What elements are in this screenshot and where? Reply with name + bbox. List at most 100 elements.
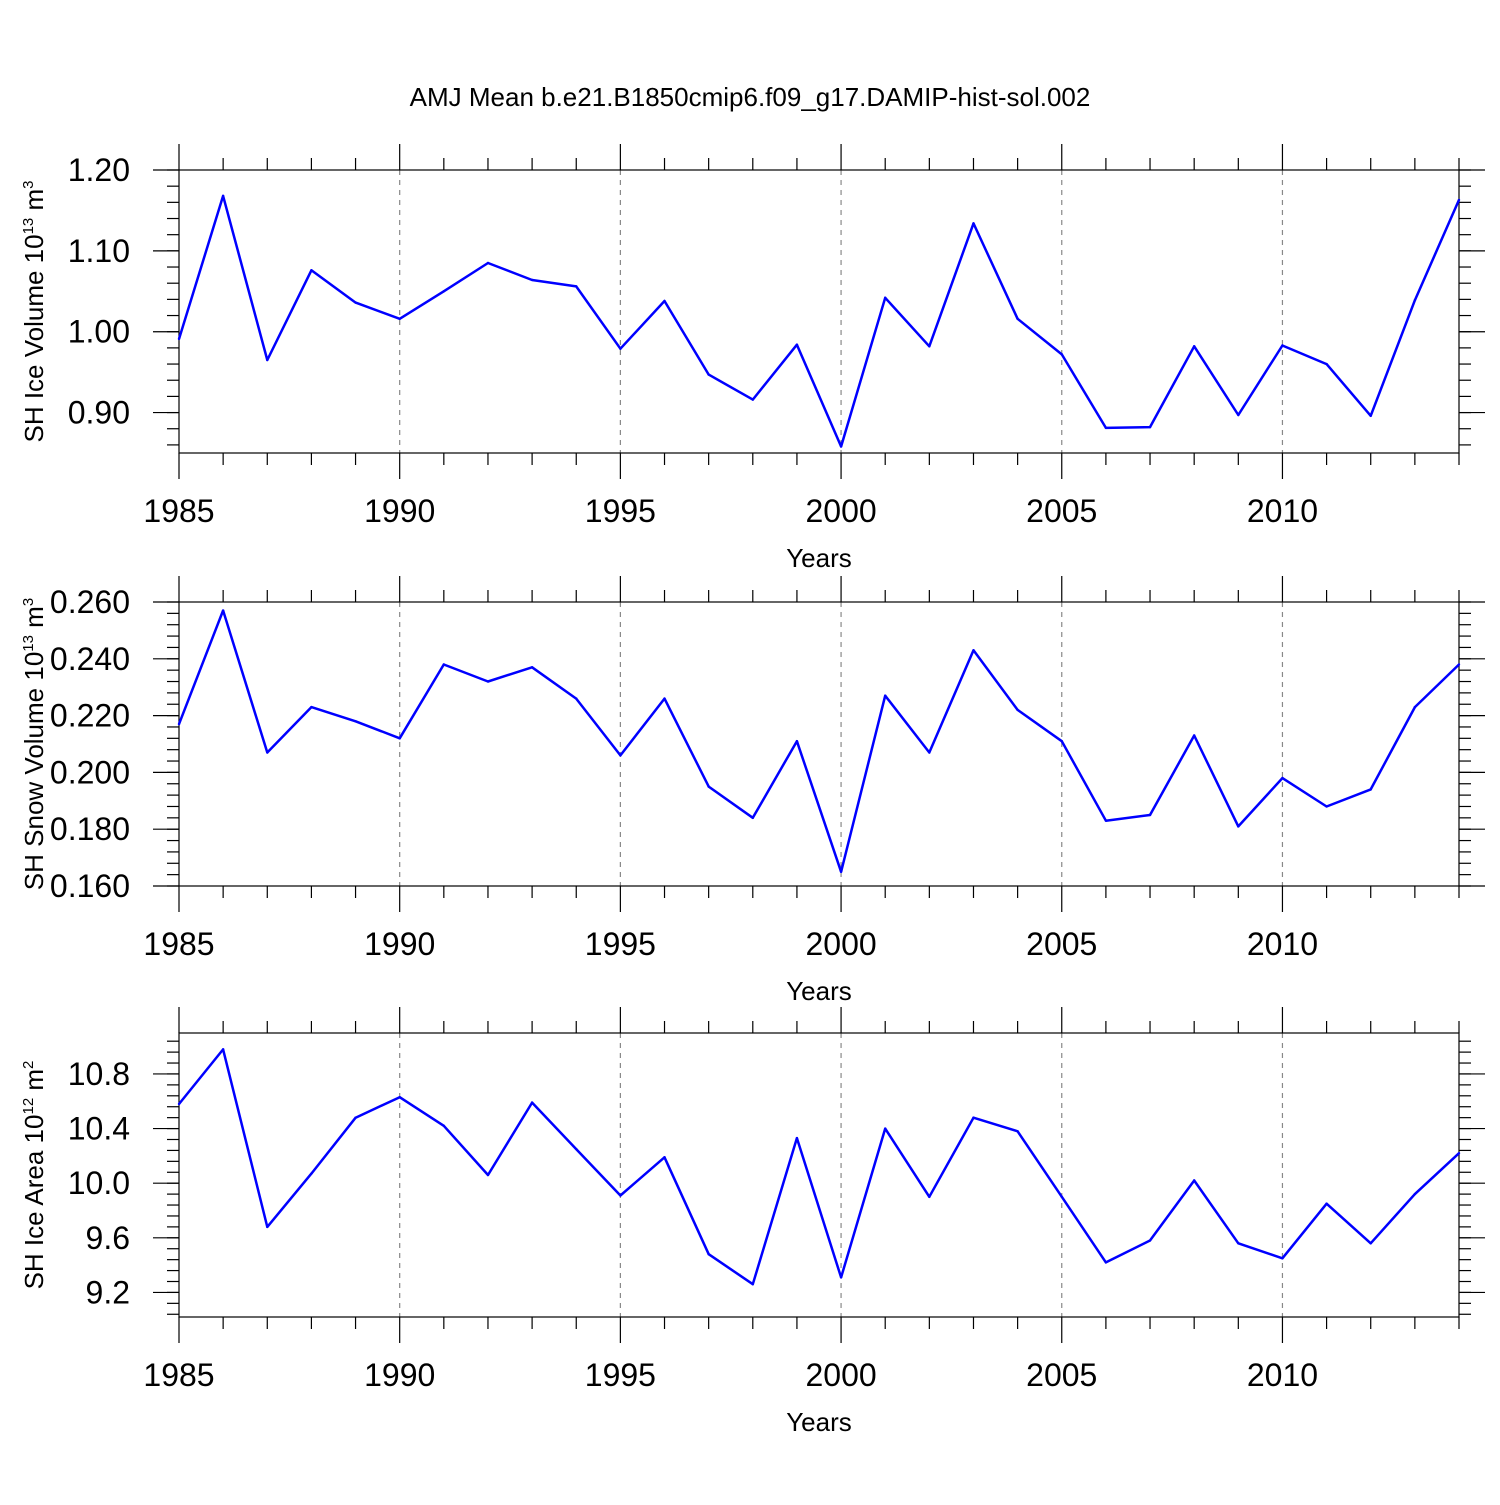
data-point [1192, 345, 1196, 348]
y-axis-title-unit: m [19, 1069, 49, 1098]
x-axis-title: Years [786, 543, 852, 573]
x-tick-label: 1995 [585, 926, 656, 962]
data-point [1281, 1257, 1284, 1260]
data-point [928, 345, 931, 348]
data-point [442, 1124, 446, 1128]
panel-2: 1985 1990 1995 2000 2005 2010 Years 0.160 0.180 0… [19, 576, 1485, 1006]
data-point [266, 751, 269, 754]
data-point [486, 261, 490, 265]
data-point [1104, 426, 1108, 430]
data-point [1281, 776, 1284, 780]
data-point [398, 317, 401, 320]
x-tick-label: 2000 [805, 1357, 876, 1393]
data-point [177, 1102, 181, 1106]
x-tick-label: 1995 [585, 493, 656, 529]
data-point [972, 649, 975, 652]
data-point [266, 1225, 269, 1229]
data-point [1413, 298, 1417, 302]
y-axis-title-exponent: 13 [20, 635, 37, 652]
x-tick-label: 2010 [1247, 926, 1318, 962]
data-point [619, 1194, 622, 1197]
x-tick-label: 1990 [364, 493, 435, 529]
data-point [575, 1147, 578, 1151]
y-tick-label: 9.6 [86, 1220, 130, 1256]
data-point [530, 1101, 534, 1104]
panel-3: 1985 1990 1995 2000 2005 2010 Years 9.2 9.6 10.0 1… [19, 1007, 1485, 1437]
x-tick-label: 1995 [585, 1357, 656, 1393]
data-point [1016, 708, 1019, 712]
y-tick-label: 0.200 [50, 754, 130, 790]
data-point [1369, 414, 1372, 418]
data-point [663, 1156, 666, 1159]
x-axis-title: Years [786, 1407, 852, 1437]
data-point [442, 663, 446, 666]
data-point [751, 1283, 754, 1286]
chart-title: AMJ Mean b.e21.B1850cmip6.f09_g17.DAMIP-… [410, 82, 1091, 112]
y-tick-label: 10.8 [68, 1056, 130, 1092]
data-point [707, 373, 710, 376]
data-point [751, 816, 754, 820]
data-point [1060, 353, 1063, 356]
x-tick-label: 2005 [1026, 926, 1097, 962]
data-point [1104, 1261, 1108, 1264]
data-point [1457, 663, 1461, 666]
panels: 1985 1990 1995 2000 2005 2010 Years 0.90 1.00 1.1… [19, 144, 1485, 1437]
data-point [177, 722, 181, 726]
data-point [1237, 825, 1240, 828]
y-tick-label: 1.10 [68, 233, 130, 269]
data-point [310, 705, 313, 709]
y-axis-title-text: SH Snow Volume 10 [19, 652, 49, 890]
data-point [354, 720, 357, 723]
y-tick-label: 0.90 [68, 395, 130, 431]
panel-1: 1985 1990 1995 2000 2005 2010 Years 0.90 1.00 1.1… [19, 144, 1485, 573]
y-tick-label: 1.00 [68, 314, 130, 350]
data-point [266, 358, 269, 362]
data-point [619, 347, 622, 350]
data-point [1060, 739, 1063, 743]
data-point [1104, 819, 1108, 822]
y-tick-label: 9.2 [86, 1274, 130, 1310]
data-point [1148, 1239, 1152, 1242]
data-point [1369, 1242, 1372, 1245]
data-point [884, 296, 887, 299]
data-point [663, 697, 666, 700]
y-axis-title: SH Ice Volume 1013 m3 [19, 180, 49, 442]
data-point [1237, 1242, 1240, 1245]
data-point [398, 1095, 401, 1099]
plot-frame [178, 169, 1460, 454]
data-point [1237, 413, 1240, 417]
y-tick-label: 10.0 [68, 1165, 130, 1201]
x-tick-label: 2010 [1247, 1357, 1318, 1393]
data-point [1192, 1179, 1196, 1182]
x-tick-label: 2005 [1026, 1357, 1097, 1393]
x-tick-label: 1990 [364, 926, 435, 962]
data-point [1457, 198, 1461, 202]
data-point [530, 666, 534, 669]
data-point [1060, 1195, 1063, 1199]
data-point [795, 1136, 799, 1140]
data-point [575, 697, 578, 700]
data-point [1413, 705, 1417, 709]
data-point [221, 1048, 225, 1051]
y-axis-title-unit-exponent: 3 [20, 598, 37, 606]
x-axis-title: Years [786, 976, 852, 1006]
y-axis-title-text: SH Ice Area 10 [19, 1115, 49, 1290]
y-tick-label: 0.240 [50, 641, 130, 677]
data-point [221, 609, 225, 612]
data-point [1016, 1130, 1019, 1133]
data-point [707, 785, 710, 788]
y-tick-label: 0.180 [50, 811, 130, 847]
data-point [1192, 734, 1196, 737]
data-point [398, 737, 401, 740]
data-point [1148, 813, 1152, 817]
data-point [663, 299, 666, 303]
x-tick-label: 2000 [805, 926, 876, 962]
data-series-line [177, 194, 1461, 448]
y-axis-title: SH Snow Volume 1013 m3 [19, 598, 49, 890]
y-axis-title-unit: m [19, 606, 49, 635]
data-point [310, 269, 313, 272]
data-point [442, 290, 446, 293]
data-point [1369, 788, 1372, 791]
data-point [1457, 1151, 1461, 1155]
data-point [884, 694, 887, 697]
